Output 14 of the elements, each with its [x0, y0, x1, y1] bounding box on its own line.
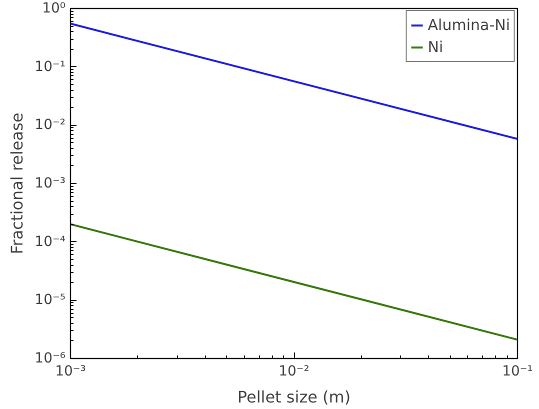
x-tick-label: 10⁻³ [55, 364, 86, 380]
y-tick-label: 10⁻⁵ [34, 292, 66, 308]
y-tick-label: 10⁻¹ [34, 58, 66, 75]
x-tick-label: 10⁻² [278, 364, 310, 380]
y-tick-label: 10⁰ [42, 0, 66, 16]
x-axis-title: Pellet size (m) [237, 388, 351, 406]
legend-label: Alumina-Ni [428, 16, 510, 34]
y-tick-label: 10⁻³ [34, 176, 66, 192]
y-tick-label: 10⁻² [34, 117, 66, 134]
y-tick-label: 10⁻⁶ [34, 350, 66, 366]
y-axis-title: Fractional release [8, 112, 27, 254]
y-tick-label: 10⁻⁴ [34, 234, 66, 250]
x-tick-label: 10⁻¹ [502, 364, 533, 380]
legend-label: Ni [428, 38, 444, 56]
